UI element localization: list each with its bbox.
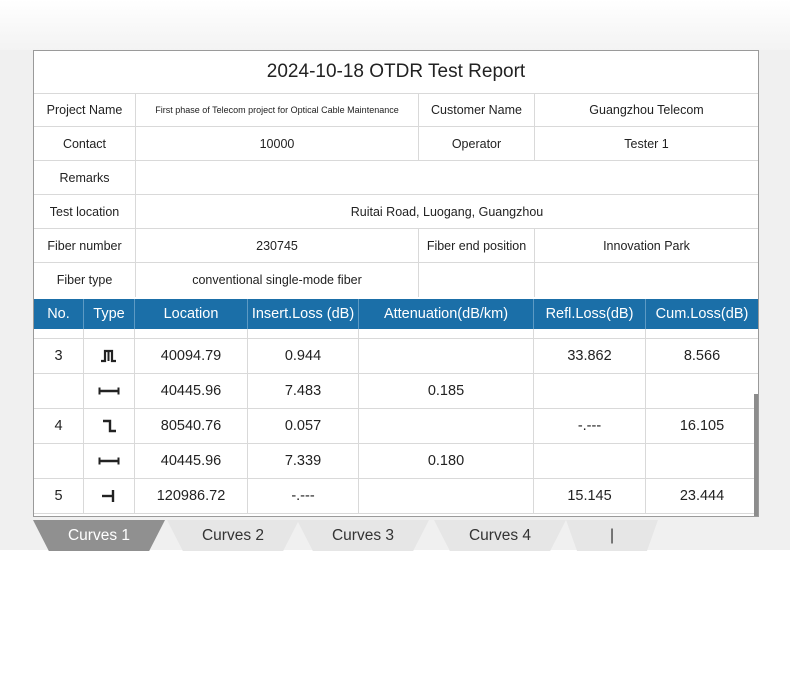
- tab-curves-4[interactable]: Curves 4: [434, 520, 566, 551]
- row-cum-loss: 16.105: [679, 418, 725, 434]
- fiber-end-label: Fiber end position: [419, 229, 535, 262]
- contact-value: 10000: [136, 127, 419, 160]
- row-insert-loss: 7.483: [248, 374, 359, 408]
- row-no: [34, 444, 84, 478]
- info-row-project: Project Name First phase of Telecom proj…: [34, 93, 758, 127]
- fiber-end-value: Innovation Park: [603, 238, 690, 253]
- top-shade: [0, 0, 790, 50]
- fiber-type-empty-cell-2: [535, 263, 758, 297]
- fiber-number-label: Fiber number: [34, 229, 136, 262]
- operator-value: Tester 1: [624, 136, 669, 151]
- tab-curves-2[interactable]: Curves 2: [167, 520, 299, 551]
- row-location: 40445.96: [135, 444, 248, 478]
- row-location: 40445.96: [135, 374, 248, 408]
- row-cum-loss: 23.444: [679, 488, 725, 504]
- row-cum-loss: [646, 374, 758, 408]
- row-location: 40094.79: [135, 339, 248, 373]
- header-insert-loss[interactable]: Insert.Loss (dB): [248, 299, 359, 329]
- row-refl-loss: [534, 444, 646, 478]
- row-refl-loss: -.---: [534, 409, 646, 443]
- header-refl-loss[interactable]: Refl.Loss(dB): [534, 299, 646, 329]
- fiber-type-empty-cell: [419, 263, 535, 297]
- row-cum-loss: [646, 444, 758, 478]
- type-cell: [84, 409, 135, 443]
- table-row-partial: [34, 329, 758, 339]
- test-location-value: Ruitai Road, Luogang, Guangzhou: [350, 204, 544, 219]
- events-table-body[interactable]: 3 40094.79 0.944 33.862 8.566: [34, 329, 758, 516]
- table-row[interactable]: 4 80540.76 0.057 -.--- 16.105: [34, 409, 758, 444]
- row-location: 80540.76: [135, 409, 248, 443]
- row-insert-loss: -.---: [248, 479, 359, 513]
- row-insert-loss: 7.339: [248, 444, 359, 478]
- type-cell: [84, 479, 135, 513]
- report-title: 2024-10-18 OTDR Test Report: [34, 51, 758, 94]
- row-insert-loss: 0.057: [248, 409, 359, 443]
- header-attenuation[interactable]: Attenuation(dB/km): [359, 299, 534, 329]
- customer-name-value: Guangzhou Telecom: [589, 102, 704, 117]
- fiber-section-icon: [98, 457, 120, 465]
- project-name-value: First phase of Telecom project for Optic…: [136, 93, 419, 126]
- row-no: 4: [34, 409, 84, 443]
- info-row-fiber-number: Fiber number 230745 Fiber end position I…: [34, 229, 758, 263]
- fiber-end-icon: [102, 490, 115, 502]
- header-type[interactable]: Type: [84, 299, 135, 329]
- header-no[interactable]: No.: [34, 299, 84, 329]
- info-row-location: Test location Ruitai Road, Luogang, Guan…: [34, 195, 758, 229]
- row-attenuation: 0.180: [359, 444, 534, 478]
- table-row[interactable]: 3 40094.79 0.944 33.862 8.566: [34, 339, 758, 374]
- fiber-type-label: Fiber type: [34, 263, 136, 297]
- type-cell: [84, 444, 135, 478]
- row-refl-loss: [534, 374, 646, 408]
- events-table-header: No. Type Location Insert.Loss (dB) Atten…: [34, 299, 758, 329]
- reflective-event-icon: [101, 349, 116, 363]
- header-location[interactable]: Location: [135, 299, 248, 329]
- row-attenuation: [359, 339, 534, 373]
- report-info: Project Name First phase of Telecom proj…: [34, 93, 758, 297]
- tab-curves-1[interactable]: Curves 1: [33, 520, 165, 551]
- remarks-value: [136, 161, 758, 194]
- table-scrollbar[interactable]: [754, 394, 758, 516]
- remarks-label: Remarks: [34, 161, 136, 194]
- info-row-remarks: Remarks: [34, 161, 758, 195]
- type-cell: [84, 374, 135, 408]
- table-row[interactable]: 40445.96 7.339 0.180: [34, 444, 758, 479]
- info-row-fiber-type: Fiber type conventional single-mode fibe…: [34, 263, 758, 297]
- row-cum-loss: 8.566: [683, 348, 721, 364]
- tab-more[interactable]: |: [566, 520, 658, 551]
- row-attenuation: [359, 409, 534, 443]
- row-no: [34, 374, 84, 408]
- curves-tab-bar: Curves 1 Curves 2 Curves 3 Curves 4 |: [33, 520, 733, 552]
- test-location-label: Test location: [34, 195, 136, 228]
- fiber-type-value: conventional single-mode fiber: [136, 263, 419, 297]
- tab-curves-3[interactable]: Curves 3: [297, 520, 429, 551]
- table-row[interactable]: 40445.96 7.483 0.185: [34, 374, 758, 409]
- non-reflective-event-icon: [103, 419, 116, 433]
- row-refl-loss: 33.862: [534, 339, 646, 373]
- project-name-label: Project Name: [34, 93, 136, 126]
- row-no: 5: [34, 479, 84, 513]
- fiber-number-value: 230745: [136, 229, 419, 262]
- row-location: 120986.72: [135, 479, 248, 513]
- row-refl-loss: 15.145: [534, 479, 646, 513]
- contact-label: Contact: [34, 127, 136, 160]
- type-cell: [84, 339, 135, 373]
- header-cum-loss[interactable]: Cum.Loss(dB): [655, 306, 749, 322]
- row-attenuation: [359, 479, 534, 513]
- table-row[interactable]: 5 120986.72 -.--- 15.145 23.444: [34, 479, 758, 514]
- customer-name-label: Customer Name: [419, 93, 535, 126]
- row-attenuation: 0.185: [359, 374, 534, 408]
- report-panel: 2024-10-18 OTDR Test Report Project Name…: [33, 50, 759, 517]
- row-no: 3: [34, 339, 84, 373]
- operator-label: Operator: [419, 127, 535, 160]
- fiber-section-icon: [98, 387, 120, 395]
- row-insert-loss: 0.944: [248, 339, 359, 373]
- info-row-contact: Contact 10000 Operator Tester 1: [34, 127, 758, 161]
